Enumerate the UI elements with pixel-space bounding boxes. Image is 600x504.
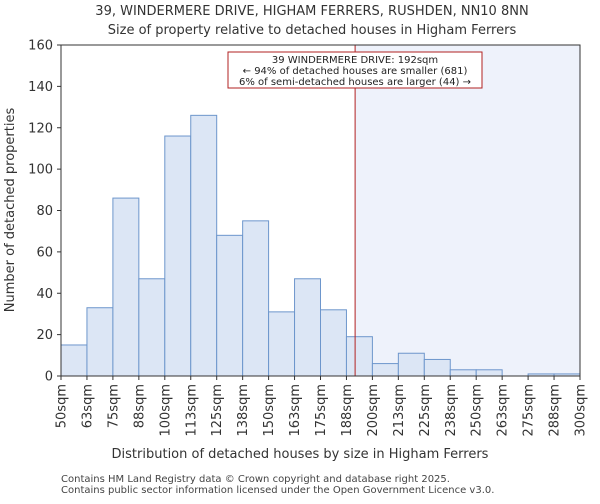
y-tick-label: 80 <box>36 204 53 219</box>
histogram-bar <box>475 369 503 377</box>
bars-layer <box>60 114 581 377</box>
x-tick-label: 63sqm <box>80 384 95 428</box>
histogram-bar <box>138 278 166 377</box>
x-tick-label: 188sqm <box>340 384 355 437</box>
footer-line-1: Contains HM Land Registry data © Crown c… <box>61 474 450 485</box>
y-tick-label: 20 <box>36 328 53 343</box>
y-axis-label: Number of detached properties <box>3 108 18 313</box>
histogram-bar <box>86 307 114 377</box>
x-axis: 50sqm 63sqm 75sqm 88sqm 100sqm 113sqm 125sqm 13… <box>55 376 589 437</box>
x-tick-label: 138sqm <box>236 384 251 437</box>
x-tick-label: 275sqm <box>522 384 537 437</box>
histogram-bar <box>268 311 296 377</box>
histogram-bar <box>397 352 425 377</box>
x-tick-label: 100sqm <box>158 384 173 437</box>
x-tick-label: 300sqm <box>574 384 589 437</box>
annotation-line-2: ← 94% of detached houses are smaller (68… <box>243 66 468 77</box>
x-tick-label: 250sqm <box>470 384 485 437</box>
histogram-bar <box>164 135 192 377</box>
chart-subtitle: Size of property relative to detached ho… <box>108 23 517 38</box>
footer-line-2: Contains public sector information licen… <box>61 485 494 496</box>
y-tick-label: 0 <box>45 370 53 385</box>
x-tick-label: 113sqm <box>184 384 199 437</box>
y-axis: 0 20 40 60 80 100 120 140 160 <box>28 39 61 385</box>
x-tick-label: 263sqm <box>496 384 511 437</box>
annotation-line-1: 39 WINDERMERE DRIVE: 192sqm <box>272 55 438 66</box>
histogram-bar <box>60 344 88 377</box>
y-tick-label: 100 <box>28 163 53 178</box>
x-tick-label: 238sqm <box>444 384 459 437</box>
y-tick-label: 140 <box>28 80 53 95</box>
histogram-bar <box>242 220 270 377</box>
x-tick-label: 75sqm <box>106 384 121 428</box>
x-tick-label: 213sqm <box>392 384 407 437</box>
shade-layer <box>355 45 580 376</box>
property-annotation: 39 WINDERMERE DRIVE: 192sqm ← 94% of det… <box>227 51 483 89</box>
y-tick-label: 40 <box>36 287 53 302</box>
annotation-line-3: 6% of semi-detached houses are larger (4… <box>239 77 471 88</box>
annotation-box <box>227 51 483 89</box>
x-tick-label: 163sqm <box>288 384 303 437</box>
y-tick-label: 60 <box>36 245 53 260</box>
y-tick-label: 160 <box>28 39 53 54</box>
y-tick-label: 120 <box>28 121 53 136</box>
histogram-bar <box>423 358 451 377</box>
x-axis-label: Distribution of detached houses by size … <box>112 447 489 462</box>
histogram-bar <box>294 278 321 377</box>
x-tick-label: 125sqm <box>210 384 225 437</box>
chart-title: 39, WINDERMERE DRIVE, HIGHAM FERRERS, RU… <box>95 4 528 19</box>
x-tick-label: 150sqm <box>262 384 277 437</box>
x-tick-label: 288sqm <box>548 384 563 437</box>
histogram-bar <box>216 234 244 377</box>
histogram-bar <box>371 363 399 377</box>
histogram-bar <box>320 309 347 377</box>
x-tick-label: 200sqm <box>366 384 381 437</box>
x-tick-label: 88sqm <box>132 384 147 428</box>
histogram-bar <box>345 336 373 377</box>
histogram-bar <box>112 197 140 377</box>
x-tick-label: 175sqm <box>314 384 329 437</box>
histogram-bar <box>190 114 218 377</box>
x-tick-label: 225sqm <box>418 384 433 437</box>
larger-region-shade <box>355 45 580 376</box>
x-tick-label: 50sqm <box>55 384 70 428</box>
histogram-bar <box>449 369 477 377</box>
